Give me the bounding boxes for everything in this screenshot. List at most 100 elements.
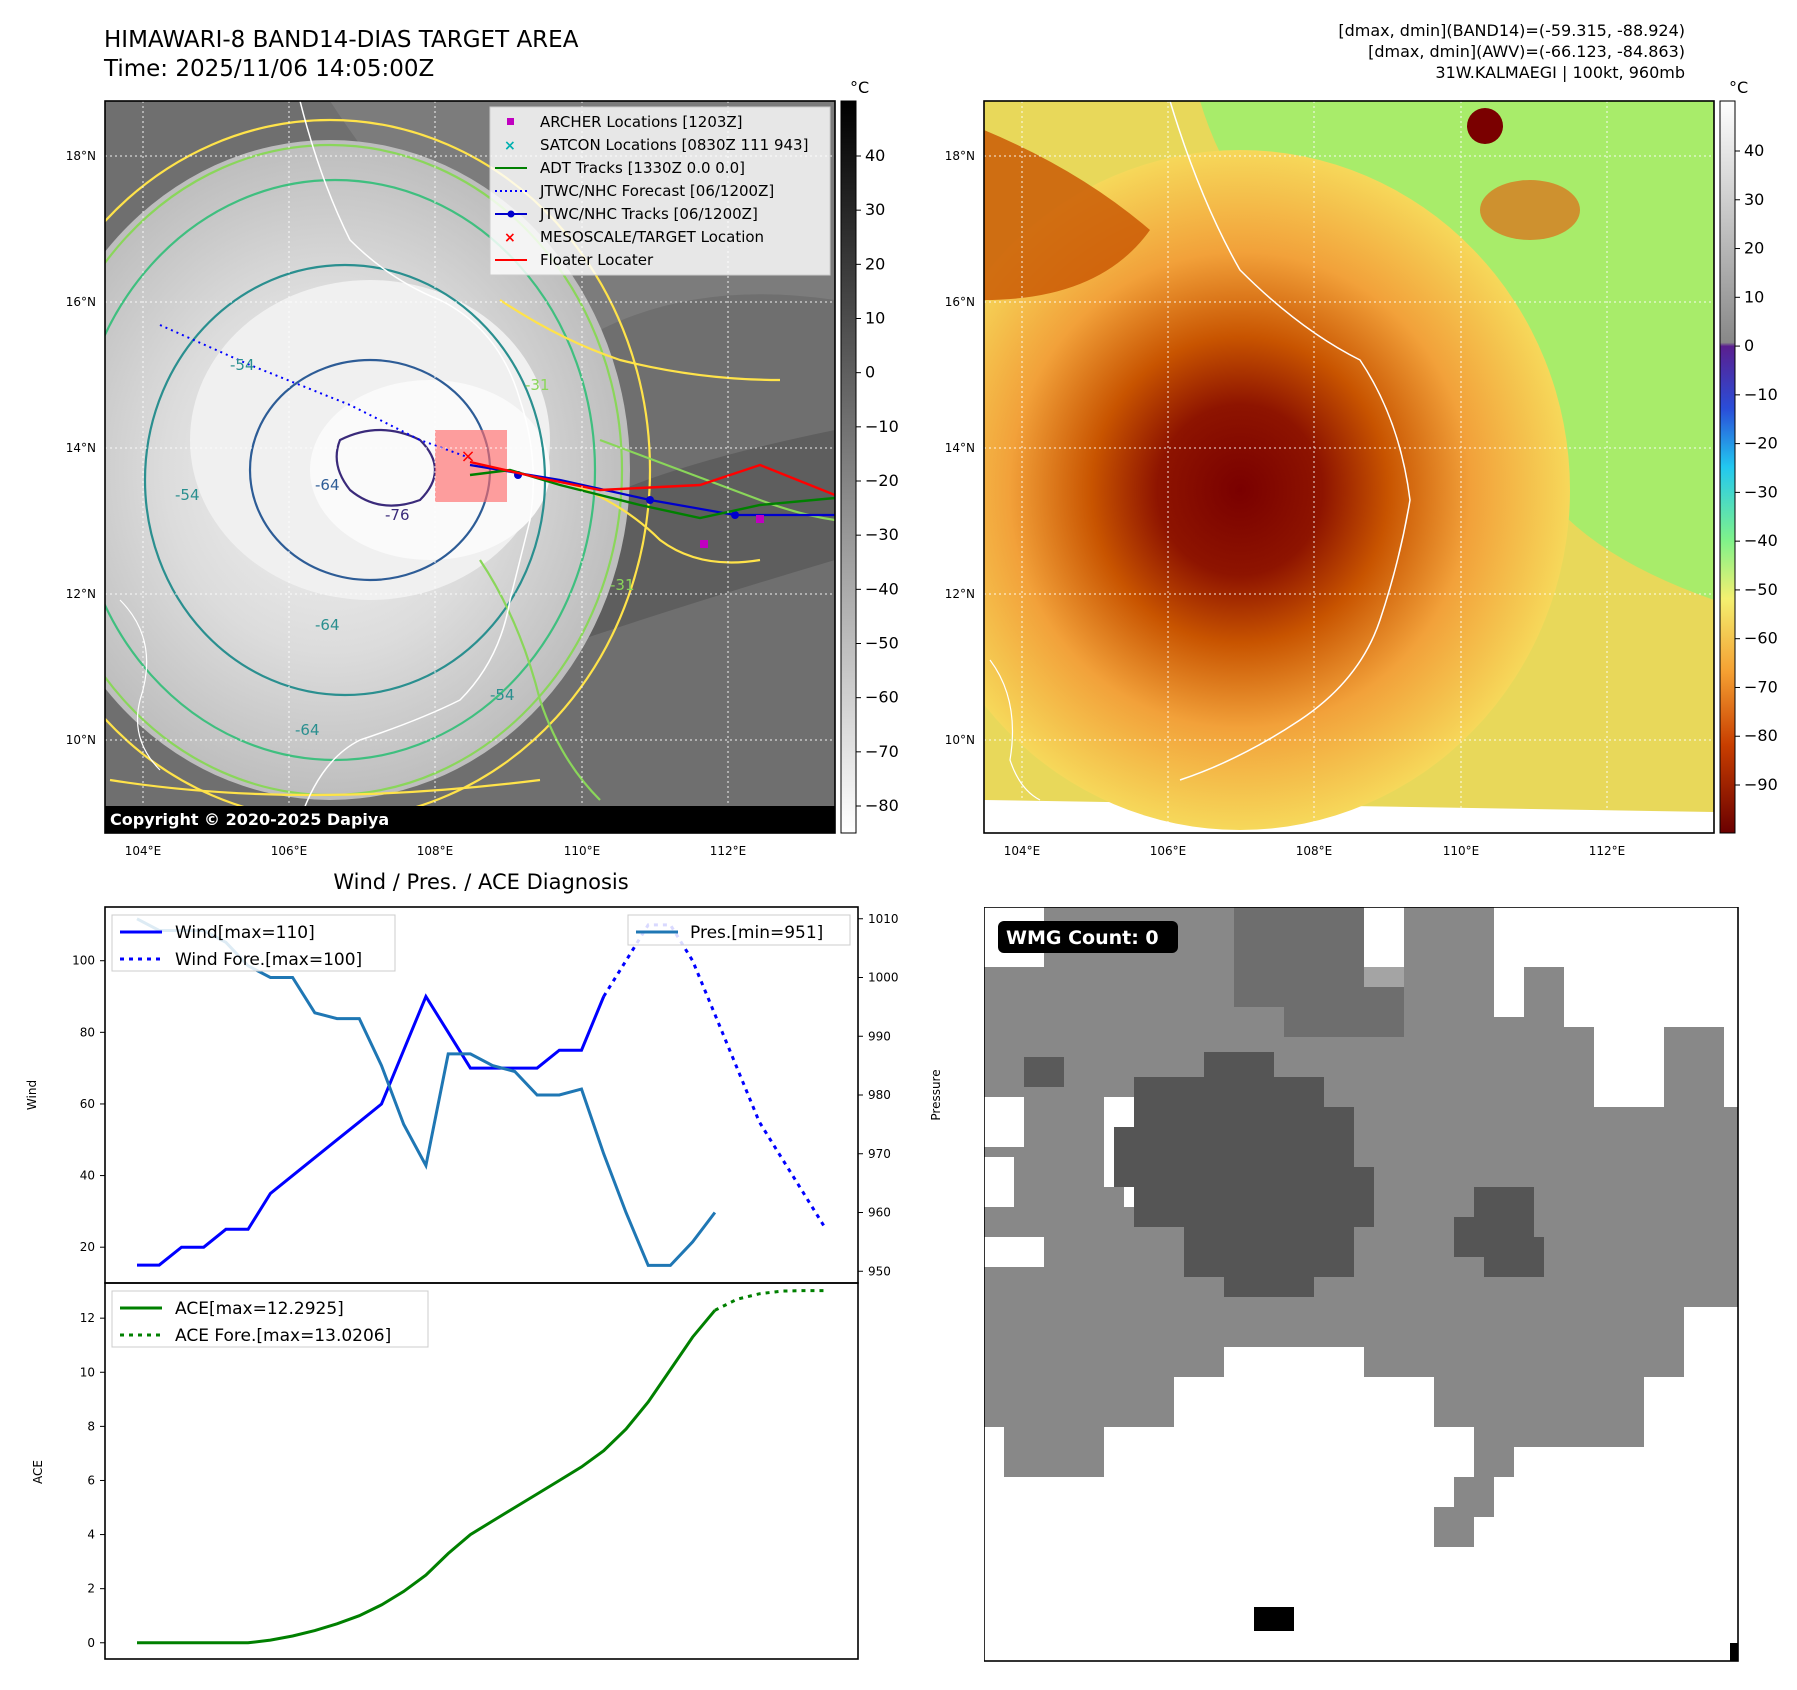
y-right-tick-label: 980 [868, 1088, 891, 1102]
ace-y-tick-label: 6 [87, 1473, 95, 1487]
ace-legend [111, 1290, 429, 1348]
series-line-1 [602, 923, 828, 1231]
colorbar-tick-label: −20 [1744, 434, 1778, 453]
y-right-tick-label: 950 [868, 1264, 891, 1278]
legend-ace-fore-label: ACE Fore.[max=13.0206] [175, 1326, 391, 1346]
awv-map-panel: 18°N 16°N 14°N 12°N 10°N 104°E 106°E 108… [945, 78, 1778, 858]
legend-label: Floater Locater [540, 251, 654, 269]
colorbar-tick-label: 10 [865, 309, 885, 328]
contour-label: -31 [610, 576, 635, 594]
colorbar-tick-label: −50 [1744, 580, 1778, 599]
legend-label: JTWC/NHC Tracks [06/1200Z] [539, 205, 758, 223]
info-storm: 31W.KALMAEGI | 100kt, 960mb [1435, 63, 1685, 82]
figure-title: HIMAWARI-8 BAND14-DIAS TARGET AREA [104, 27, 579, 53]
colorbar-tick-label: −70 [865, 742, 899, 761]
wmg-panel: WMG Count: 0 [984, 907, 1739, 1662]
lat-label: 10°N [945, 733, 975, 747]
copyright-text: Copyright © 2020-2025 Dapiya [110, 810, 389, 829]
legend-pressure-label: Pres.[min=951] [690, 923, 823, 943]
y-right-tick-label: 1000 [868, 971, 899, 985]
info-band14: [dmax, dmin](BAND14)=(-59.315, -88.924) [1338, 21, 1685, 40]
y-right-tick-label: 990 [868, 1029, 891, 1043]
legend-label: ADT Tracks [1330Z 0.0 0.0] [540, 159, 745, 177]
y-right-tick-label: 960 [868, 1206, 891, 1220]
lat-label: 12°N [66, 587, 96, 601]
colorbar-tick-label: −90 [1744, 775, 1778, 794]
colorbar-tick-label: −40 [865, 579, 899, 598]
awv-colorbar [1719, 100, 1736, 834]
contour-label: -54 [230, 356, 255, 374]
info-awv: [dmax, dmin](AWV)=(-66.123, -84.863) [1368, 42, 1685, 61]
ace-y-tick-label: 12 [80, 1311, 95, 1325]
ir-legend: ARCHER Locations [1203Z] × SATCON Locati… [495, 113, 808, 269]
colorbar-tick-label: −20 [865, 471, 899, 490]
series-line-0 [137, 993, 606, 1267]
ace-y-tick-label: 2 [87, 1582, 95, 1596]
colorbar-tick-label: 0 [1744, 336, 1754, 355]
colorbar-tick-label: −80 [1744, 726, 1778, 745]
y-tick-label: 20 [80, 1240, 95, 1254]
lat-label: 16°N [66, 295, 96, 309]
pressure-legend [627, 914, 851, 946]
lat-label: 18°N [66, 149, 96, 163]
legend-label: MESOSCALE/TARGET Location [540, 228, 764, 246]
lon-label: 104°E [125, 844, 162, 858]
lon-label: 106°E [271, 844, 308, 858]
ace-series-line-0 [137, 1309, 717, 1645]
legend-marker-satcon: × [504, 138, 516, 154]
ace-plot-frame [104, 1282, 859, 1660]
colorbar-tick-label: −50 [865, 634, 899, 653]
ir-map-panel: × -54 -64 -76 -64 -54 -31 -64 -54 -31 Co… [66, 78, 899, 858]
colorbar-tick-label: 40 [1744, 141, 1764, 160]
awv-colorbar-unit: °C [1729, 78, 1748, 97]
ace-axis-label: ACE [31, 1460, 45, 1484]
lon-label: 112°E [710, 844, 747, 858]
contour-label: -54 [490, 686, 515, 704]
ace-y-tick-label: 10 [80, 1365, 95, 1379]
diagnosis-panel: Wind / Pres. / ACE Diagnosis 20406080100… [25, 870, 943, 1660]
legend-label: JTWC/NHC Forecast [06/1200Z] [539, 182, 774, 200]
ace-series-line-1 [714, 1289, 826, 1312]
colorbar-tick-label: −30 [865, 525, 899, 544]
ir-imagery: × -54 -64 -76 -64 -54 -31 -64 -54 -31 [105, 101, 835, 833]
contour-label: -64 [295, 721, 320, 739]
colorbar-tick-label: −80 [865, 796, 899, 815]
wind-axis-ticks: 20 40 60 80 100 [72, 954, 105, 1254]
contour-label: -31 [525, 376, 550, 394]
contour-label: -76 [385, 506, 410, 524]
contour-label: -64 [315, 476, 340, 494]
awv-imagery [984, 101, 1714, 833]
wmg-count-badge [998, 921, 1178, 953]
legend-ace-label: ACE[max=12.2925] [175, 1299, 344, 1319]
lon-label: 112°E [1589, 844, 1626, 858]
wmg-count-label: WMG Count: 0 [1006, 927, 1159, 949]
y-tick-label: 40 [80, 1169, 95, 1183]
colorbar-tick-label: −70 [1744, 677, 1778, 696]
awv-colorbar-ticks: 40 30 20 10 0 −10 −20 −30 −40 −50 −60 −70 −80 −90 [1735, 141, 1778, 794]
colorbar-tick-label: 10 [1744, 287, 1764, 306]
ir-legend-box [489, 106, 831, 276]
lon-label: 108°E [1296, 844, 1333, 858]
lat-label: 18°N [945, 149, 975, 163]
colorbar-tick-label: −60 [1744, 629, 1778, 648]
ir-colorbar [840, 100, 857, 834]
colorbar-tick-label: 40 [865, 146, 885, 165]
lat-label: 10°N [66, 733, 96, 747]
lat-label: 12°N [945, 587, 975, 601]
lat-label: 14°N [945, 441, 975, 455]
wind-axis-label: Wind [25, 1080, 39, 1110]
lat-label: 14°N [66, 441, 96, 455]
legend-wind-label: Wind[max=110] [175, 923, 315, 943]
svg-text:×: × [460, 446, 475, 467]
y-tick-label: 100 [72, 954, 95, 968]
lat-label: 16°N [945, 295, 975, 309]
awv-lon-labels: 104°E 106°E 108°E 110°E 112°E [1004, 844, 1626, 858]
y-right-tick-label: 970 [868, 1147, 891, 1161]
lon-label: 110°E [564, 844, 601, 858]
colorbar-tick-label: −30 [1744, 482, 1778, 501]
pressure-axis-ticks: 950 960 970 980 990 1000 1010 [858, 912, 899, 1278]
y-tick-label: 80 [80, 1025, 95, 1039]
colorbar-tick-label: 20 [865, 254, 885, 273]
awv-lat-labels: 18°N 16°N 14°N 12°N 10°N [945, 149, 975, 747]
pressure-axis-label: Pressure [929, 1069, 943, 1120]
